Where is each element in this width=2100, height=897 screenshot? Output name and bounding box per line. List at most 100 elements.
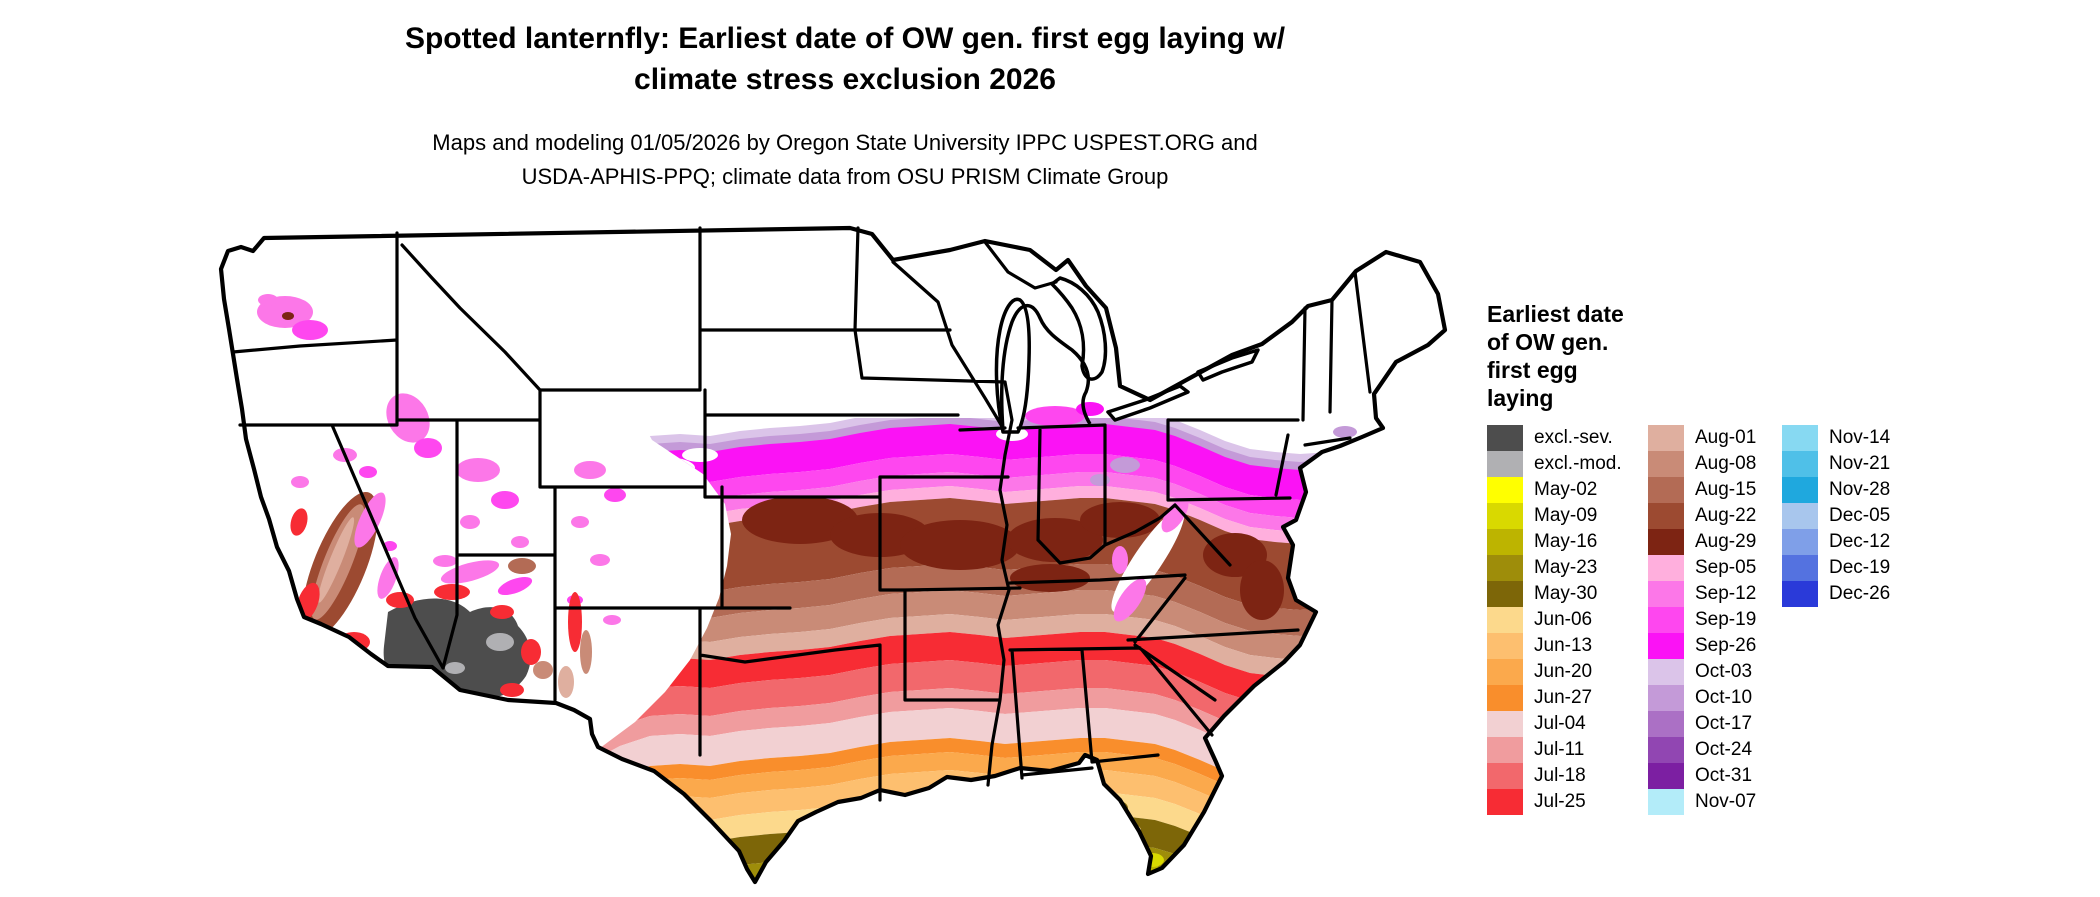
legend-label: Jul-11 xyxy=(1534,739,1585,760)
legend-label: May-23 xyxy=(1534,557,1598,578)
legend-swatch xyxy=(1648,607,1684,633)
band-Aug-08 xyxy=(556,590,1445,682)
legend-label: Nov-28 xyxy=(1829,479,1891,500)
band-Aug-01 xyxy=(556,614,1445,700)
legend-row: Aug-08 xyxy=(1648,451,1756,477)
legend-row: May-30 xyxy=(1487,581,1622,607)
legend-swatch xyxy=(1782,503,1818,529)
band-Sep-26 xyxy=(556,424,1445,522)
legend-swatch xyxy=(1648,451,1684,477)
legend-row: Aug-29 xyxy=(1648,529,1756,555)
legend-swatch xyxy=(1487,555,1523,581)
legend-title-line: laying xyxy=(1487,385,1554,411)
legend-label: Dec-26 xyxy=(1829,583,1891,604)
legend-label: Dec-12 xyxy=(1829,531,1891,552)
legend-row: Dec-19 xyxy=(1782,555,1890,581)
legend-row: Nov-21 xyxy=(1782,451,1890,477)
great-lakes xyxy=(994,276,1260,434)
legend-swatch xyxy=(1782,477,1818,503)
legend-swatch xyxy=(1487,477,1523,503)
legend-label: Jun-13 xyxy=(1534,635,1593,656)
legend-label: Jul-18 xyxy=(1534,765,1586,786)
band-Jul-11 xyxy=(556,688,1445,776)
legend-row: Oct-31 xyxy=(1648,763,1756,789)
legend-swatch xyxy=(1648,659,1684,685)
legend-swatch xyxy=(1782,425,1818,451)
michigan-coast xyxy=(999,304,1092,431)
legend-row: Sep-26 xyxy=(1648,633,1756,659)
legend-row: Dec-05 xyxy=(1782,503,1890,529)
legend-row: May-16 xyxy=(1487,529,1622,555)
legend-row: Dec-26 xyxy=(1782,581,1890,607)
legend-row: Aug-22 xyxy=(1648,503,1756,529)
band-May-02 xyxy=(556,884,1480,892)
legend-swatch xyxy=(1487,425,1523,451)
legend-label: Sep-05 xyxy=(1695,557,1757,578)
legend-label: Dec-05 xyxy=(1829,505,1891,526)
legend-label: Aug-15 xyxy=(1695,479,1757,500)
legend-title-line: Earliest date xyxy=(1487,301,1624,327)
legend-swatch xyxy=(1487,451,1523,477)
legend-label: Oct-24 xyxy=(1695,739,1753,760)
legend-row: Oct-10 xyxy=(1648,685,1756,711)
legend-row: Sep-12 xyxy=(1648,581,1756,607)
legend-label: Sep-19 xyxy=(1695,609,1757,630)
legend-title: Earliest date of OW gen. first egg layin… xyxy=(1487,300,1707,412)
legend-row: Aug-15 xyxy=(1648,477,1756,503)
band-Jul-04 xyxy=(556,708,1445,806)
legend-label: Jun-27 xyxy=(1534,687,1593,708)
legend-row: Oct-03 xyxy=(1648,659,1756,685)
legend-swatch xyxy=(1487,711,1523,737)
legend-label: Jul-04 xyxy=(1534,713,1586,734)
legend-label: May-30 xyxy=(1534,583,1598,604)
legend-swatch xyxy=(1648,711,1684,737)
legend-swatch xyxy=(1648,685,1684,711)
subtitle-line-2: USDA-APHIS-PPQ; climate data from OSU PR… xyxy=(521,164,1169,189)
legend-label: Jun-20 xyxy=(1534,661,1593,682)
band-Jul-18 xyxy=(556,660,1445,756)
legend-swatch xyxy=(1648,763,1684,789)
legend-label: Nov-14 xyxy=(1829,427,1891,448)
legend-label: Jul-25 xyxy=(1534,791,1586,812)
band-Jun-13 xyxy=(556,770,1445,860)
legend-swatch xyxy=(1487,503,1523,529)
legend-row: Nov-07 xyxy=(1648,789,1756,815)
legend-row: Jun-13 xyxy=(1487,633,1622,659)
legend-swatch xyxy=(1648,529,1684,555)
legend-swatch xyxy=(1782,451,1818,477)
legend-label: Aug-01 xyxy=(1695,427,1757,448)
band-Jun-27 xyxy=(556,738,1445,820)
legend-label: excl.-mod. xyxy=(1534,453,1622,474)
legend-row: Nov-14 xyxy=(1782,425,1890,451)
legend-swatch xyxy=(1487,607,1523,633)
page-title: Spotted lanternfly: Earliest date of OW … xyxy=(190,18,1500,100)
legend-row: May-23 xyxy=(1487,555,1622,581)
us-choropleth-map xyxy=(150,215,1490,892)
legend-swatch xyxy=(1648,503,1684,529)
legend-swatch xyxy=(1648,555,1684,581)
legend-label: Nov-07 xyxy=(1695,791,1757,812)
band-Jun-20 xyxy=(556,752,1445,838)
legend-swatch xyxy=(1782,555,1818,581)
legend-swatch xyxy=(1648,581,1684,607)
legend-row: May-09 xyxy=(1487,503,1622,529)
band-Jun-06 xyxy=(556,792,1445,882)
legend-row: Jul-25 xyxy=(1487,789,1622,815)
legend-row: Dec-12 xyxy=(1782,529,1890,555)
legend-swatch xyxy=(1487,659,1523,685)
legend-title-line: of OW gen. xyxy=(1487,329,1609,355)
legend-column-2: Aug-01 Aug-08 Aug-15 Aug-22 Aug-29 Sep-05 Sep-… xyxy=(1648,425,1756,815)
band-May-09 xyxy=(556,872,1445,882)
legend-swatch xyxy=(1782,581,1818,607)
legend-row: Oct-17 xyxy=(1648,711,1756,737)
title-line-1: Spotted lanternfly: Earliest date of OW … xyxy=(404,22,1286,55)
legend-label: Aug-29 xyxy=(1695,531,1757,552)
legend-row: Aug-01 xyxy=(1648,425,1756,451)
legend-label: Oct-17 xyxy=(1695,713,1753,734)
band-Sep-19 xyxy=(556,454,1445,540)
legend-swatch xyxy=(1487,789,1523,815)
legend-label: Dec-19 xyxy=(1829,557,1891,578)
subtitle-line-1: Maps and modeling 01/05/2026 by Oregon S… xyxy=(432,130,1258,155)
band-May-16 xyxy=(556,860,1445,882)
legend-label: Aug-08 xyxy=(1695,453,1757,474)
